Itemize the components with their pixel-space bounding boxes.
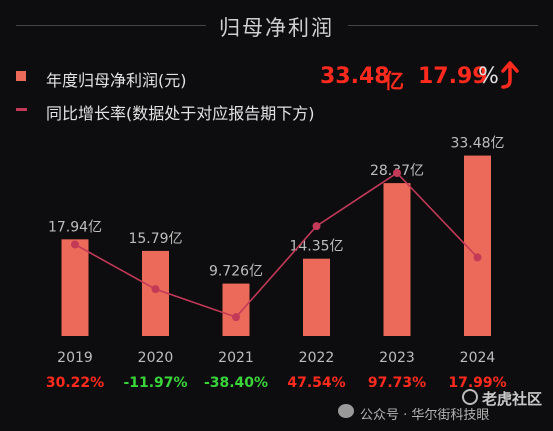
growth-rate-label: -11.97%: [123, 375, 187, 391]
legend-line-label: 同比增长率(数据处于对应报告期下方): [46, 104, 315, 123]
legend-line-swatch: [16, 108, 27, 111]
tiger-logo-icon: [462, 389, 478, 405]
bar-value-label: 9.726亿: [209, 264, 263, 280]
x-tick-label: 2020: [138, 350, 174, 366]
headline-growth: 17.99: [418, 64, 488, 89]
growth-rate-label: -38.40%: [204, 375, 268, 391]
bar-value-label: 14.35亿: [289, 239, 343, 255]
bar-2024: [464, 155, 491, 336]
up-arrow-icon: [501, 61, 519, 89]
legend-bar-label: 年度归母净利润(元): [46, 71, 187, 90]
growth-rate-label: 47.54%: [287, 375, 345, 391]
x-tick-label: 2024: [460, 350, 496, 366]
bar-2019: [61, 239, 89, 336]
growth-rate-point: [151, 285, 160, 294]
bar-2022: [303, 258, 330, 336]
x-tick-label: 2022: [299, 350, 335, 366]
headline-percent-sign: %: [478, 64, 499, 89]
growth-rate-point: [232, 313, 240, 322]
bar-value-label: 15.79亿: [128, 231, 182, 247]
headline-value: 33.48: [320, 64, 390, 89]
watermark-account: 公众号 · 华尔街科技眼: [360, 408, 490, 423]
title-divider-right: [348, 25, 538, 26]
legend-bar-swatch: [16, 71, 26, 81]
bar-value-label: 33.48亿: [450, 136, 504, 152]
chart-title: 归母净利润: [219, 16, 334, 40]
bar-value-label: 17.94亿: [48, 219, 102, 235]
growth-rate-label: 30.22%: [46, 375, 104, 391]
title-divider-left: [16, 25, 206, 26]
growth-rate-point: [473, 253, 482, 262]
watermark-site: 老虎社区: [482, 390, 543, 408]
bar-2023: [383, 183, 411, 336]
headline-unit: 亿: [384, 69, 404, 93]
growth-rate-point: [393, 168, 401, 177]
x-tick-label: 2019: [57, 350, 93, 366]
growth-rate-label: 17.99%: [448, 375, 506, 391]
bar-2020: [142, 250, 169, 336]
growth-rate-line: [74, 171, 479, 319]
growth-rate-label: 97.73%: [368, 375, 426, 391]
wechat-icon: [338, 404, 354, 418]
x-tick-label: 2023: [379, 350, 415, 366]
x-tick-label: 2021: [218, 350, 254, 366]
growth-rate-point: [71, 240, 79, 249]
bar-2021: [222, 283, 250, 336]
growth-rate-point: [312, 222, 321, 231]
